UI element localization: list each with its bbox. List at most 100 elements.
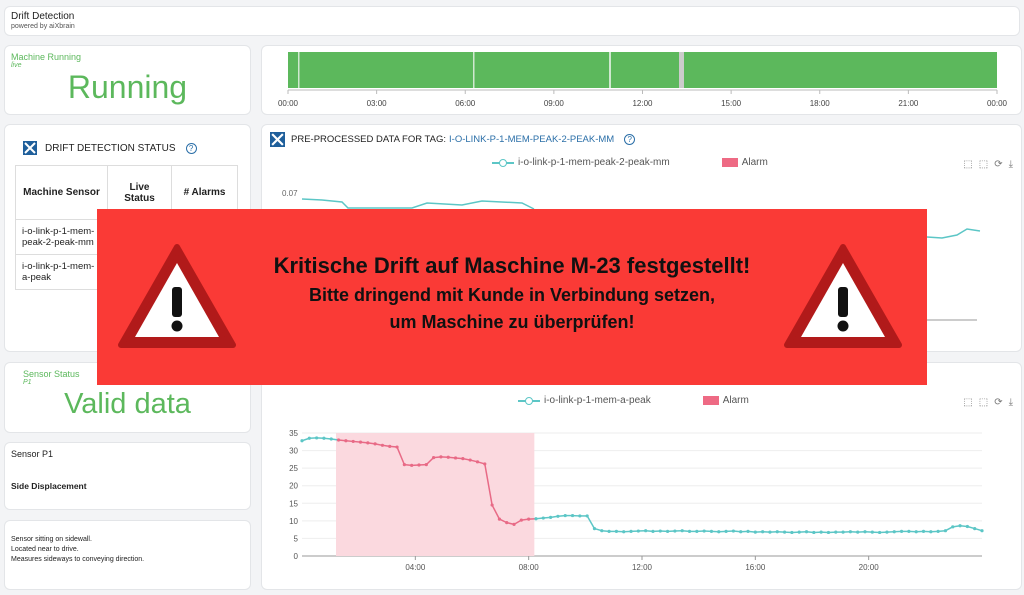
data-point[interactable] [417,463,421,467]
data-point[interactable] [475,460,480,464]
data-point[interactable] [592,526,597,531]
data-point[interactable] [351,439,355,444]
data-point[interactable] [870,530,874,534]
data-point[interactable] [585,514,589,518]
data-point[interactable] [782,530,787,534]
data-point[interactable] [395,445,399,449]
data-point[interactable] [439,455,443,459]
data-point[interactable] [570,513,575,518]
data-point[interactable] [951,525,955,529]
data-point[interactable] [819,530,823,534]
data-point[interactable] [600,529,604,533]
data-point[interactable] [519,518,523,522]
data-point[interactable] [622,530,626,534]
data-point[interactable] [914,530,918,534]
data-point[interactable] [629,529,633,533]
data-point[interactable] [373,442,377,446]
data-point[interactable] [315,436,319,440]
data-point[interactable] [973,526,977,531]
data-point[interactable] [921,529,926,533]
data-point[interactable] [556,514,560,518]
data-point[interactable] [432,456,436,460]
data-point[interactable] [402,463,406,467]
data-point[interactable] [826,530,831,535]
chart-legend[interactable]: i-o-link-p-1-mem-peak-2-peak-mm Alarm [492,157,768,168]
data-point[interactable] [761,530,765,534]
data-point[interactable] [614,529,619,533]
data-point[interactable] [527,517,531,521]
data-point[interactable] [366,441,370,445]
data-point[interactable] [658,529,662,533]
data-point[interactable] [300,439,304,443]
data-point[interactable] [848,530,852,534]
data-point[interactable] [651,529,655,533]
data-point[interactable] [746,529,750,533]
zoom-icon[interactable]: ⬚ [963,397,973,408]
data-point[interactable] [549,515,553,519]
data-point[interactable] [673,529,677,533]
data-point[interactable] [775,530,779,534]
data-point[interactable] [907,529,911,533]
zoom-icon[interactable]: ⬚ [963,159,973,170]
data-point[interactable] [892,530,896,534]
chart-legend[interactable]: i-o-link-p-1-mem-a-peak Alarm [518,395,749,406]
data-point[interactable] [717,530,721,534]
data-point[interactable] [812,530,816,535]
data-point[interactable] [322,436,326,440]
data-point[interactable] [534,517,538,521]
data-point[interactable] [702,529,706,533]
data-point[interactable] [885,530,889,534]
data-point[interactable] [424,463,428,467]
data-point[interactable] [753,530,757,534]
chart2-plot[interactable]: 0 5 10 15 20 25 30 35 04:00 08:00 12:00 16:00 20:00 [262,363,1023,591]
data-point[interactable] [388,444,392,448]
data-point[interactable] [578,514,582,518]
data-point[interactable] [563,513,567,518]
download-icon[interactable]: ⤓ [1008,159,1013,170]
data-point[interactable] [512,522,516,526]
zoom-reset-icon[interactable]: ⬚ [978,397,989,408]
data-point[interactable] [380,443,385,447]
data-point[interactable] [929,530,933,534]
zoom-reset-icon[interactable]: ⬚ [978,159,989,170]
data-point[interactable] [980,529,984,533]
data-point[interactable] [644,529,648,533]
data-point[interactable] [936,529,940,533]
data-point[interactable] [505,521,509,525]
data-point[interactable] [497,517,502,521]
data-point[interactable] [724,529,728,533]
data-point[interactable] [768,530,772,534]
data-point[interactable] [410,463,414,467]
data-point[interactable] [490,503,494,507]
data-point[interactable] [358,440,363,444]
data-point[interactable] [307,436,311,440]
data-point[interactable] [468,458,472,462]
data-point[interactable] [958,524,962,528]
refresh-icon[interactable]: ⟳ [994,159,1003,170]
data-point[interactable] [709,529,714,533]
help-icon[interactable]: ? [185,142,197,154]
data-point[interactable] [336,438,341,442]
help-icon[interactable]: ? [624,134,636,145]
data-point[interactable] [841,530,845,534]
data-point[interactable] [804,530,809,534]
data-point[interactable] [834,530,838,534]
data-point[interactable] [943,529,948,533]
data-point[interactable] [607,529,611,533]
data-point[interactable] [461,457,465,461]
data-point[interactable] [483,462,487,466]
data-point[interactable] [446,455,450,459]
data-point[interactable] [329,437,333,441]
data-point[interactable] [863,530,867,534]
data-point[interactable] [453,456,458,460]
data-point[interactable] [899,529,904,533]
data-point[interactable] [344,439,348,443]
data-point[interactable] [739,530,743,534]
data-point[interactable] [878,530,882,535]
data-point[interactable] [965,524,969,529]
data-point[interactable] [665,529,670,533]
data-point[interactable] [790,530,794,535]
data-point[interactable] [856,530,860,534]
download-icon[interactable]: ⤓ [1008,397,1013,408]
data-point[interactable] [680,529,684,533]
